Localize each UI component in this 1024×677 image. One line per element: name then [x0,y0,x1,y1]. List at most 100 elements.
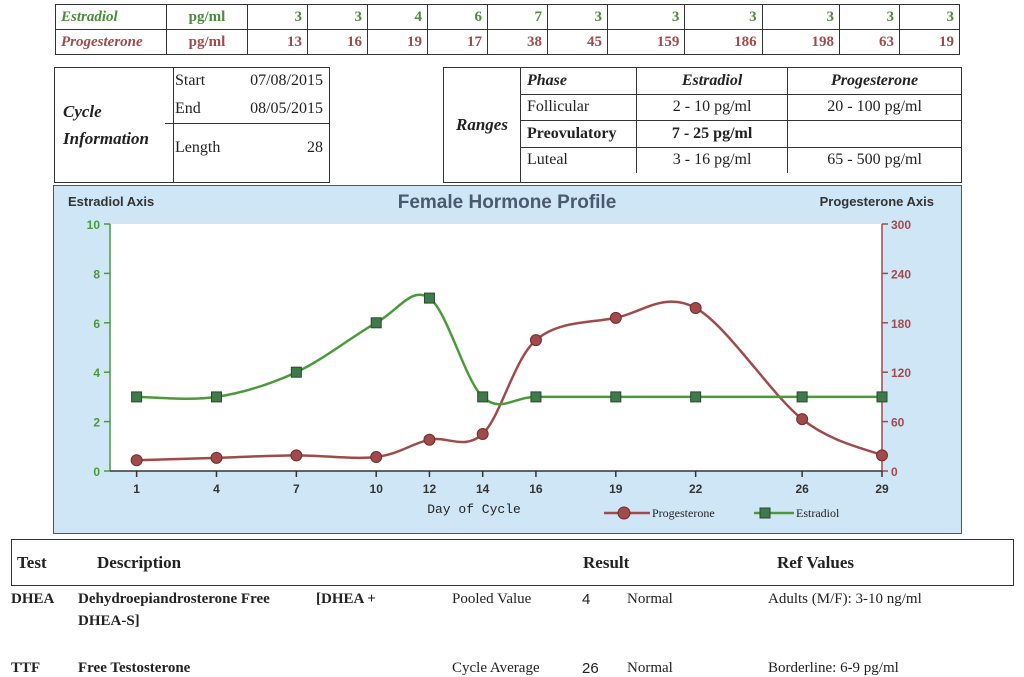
x-axis-label: Day of Cycle [427,502,521,517]
estradiol-range: 2 - 10 pg/ml [635,93,789,121]
test-result-value: 26 [582,660,599,677]
row-name: Progesterone [55,29,167,55]
value-cell: 3 [307,4,368,30]
phase-cell: Luteal [521,146,637,173]
estradiol-point [796,391,808,403]
test-header: Test [17,553,47,572]
x-tick-label: 22 [689,482,703,496]
right-tick-label: 0 [891,465,898,479]
cycle-end-row: End 08/05/2015 [175,100,323,118]
value-cell: 7 [487,4,548,30]
estradiol-point [876,391,888,403]
x-tick-label: 16 [529,482,543,496]
row-unit: pg/ml [166,4,248,30]
value-cell: 3 [547,4,608,30]
estradiol-point [423,292,435,304]
description-header: Description [97,553,182,572]
ranges-box: Ranges Phase Estradiol Progesterone Foll… [443,67,962,183]
left-tick-label: 8 [93,267,100,281]
legend: Progesterone Estradiol [604,506,840,520]
row-name: Estradiol [55,4,167,30]
estradiol-point [530,391,542,403]
progesterone-header: Progesterone [787,68,961,95]
value-cell: 3 [898,4,961,30]
x-tick-label: 12 [423,482,437,496]
right-tick-label: 60 [891,416,905,430]
x-tick-label: 7 [293,482,300,496]
chart-svg: Estradiol Axis Progesterone Axis Female … [68,192,934,520]
estradiol-point [610,391,622,403]
right-tick-label: 300 [891,218,911,232]
progesterone-range [787,120,961,148]
test-description: Free Testosterone [78,660,191,676]
end-value: 08/05/2015 [250,100,323,117]
estradiol-point [131,391,143,403]
row-unit: pg/ml [166,29,248,55]
x-tick-label: 4 [213,482,220,496]
value-cell: 19 [367,29,428,55]
estradiol-point [370,317,382,329]
value-cell: 17 [427,29,488,55]
value-cell: 198 [761,29,840,55]
x-tick-label: 19 [609,482,623,496]
progesterone-point [529,334,542,347]
estradiol-range: 7 - 25 pg/ml [635,120,789,148]
estradiol-header: Estradiol [635,68,789,95]
test-ref-values: Adults (M/F): 3-10 ng/ml [768,591,922,607]
test-status: Normal [627,660,673,676]
estradiol-point [690,391,702,403]
end-label: End [175,100,201,117]
test-status: Normal [627,591,673,607]
value-cell: 16 [307,29,368,55]
ranges-row: Preovulatory 7 - 25 pg/ml [521,120,961,148]
right-tick-label: 180 [891,317,911,331]
ranges-label: Ranges [444,68,521,182]
value-cell: 13 [247,29,308,55]
right-tick-label: 120 [891,366,911,380]
phase-cell: Follicular [521,93,637,121]
ranges-row: Follicular 2 - 10 pg/ml 20 - 100 pg/ml [521,93,961,121]
test-code: DHEA [11,591,55,607]
progesterone-point [796,413,809,426]
test-description-extra: [DHEA + [316,591,376,607]
progesterone-point [210,451,223,464]
test-ref-values: Borderline: 6-9 pg/ml [768,660,899,676]
estradiol-point [290,366,302,378]
hormone-chart: Estradiol Axis Progesterone Axis Female … [53,185,962,534]
test-description-line2: DHEA-S] [78,613,140,629]
cycle-information-title: Cycle Information [55,68,174,182]
value-cell: 3 [838,4,900,30]
value-cell: 3 [606,4,686,30]
divider [165,123,329,124]
cycle-length-row: Length 28 [175,139,323,157]
left-tick-label: 2 [93,416,100,430]
left-tick-label: 6 [93,317,100,331]
length-label: Length [175,139,221,156]
progesterone-point [423,433,436,446]
value-cell: 45 [547,29,608,55]
left-tick-label: 4 [93,366,100,380]
cycle-information-box: Cycle Information Start 07/08/2015 End 0… [54,67,330,183]
estradiol-point [477,391,489,403]
ranges-table: Phase Estradiol Progesterone Follicular … [521,68,961,173]
ranges-row: Luteal 3 - 16 pg/ml 65 - 500 pg/ml [521,146,961,173]
progesterone-point [130,454,143,467]
cycle-start-row: Start 07/08/2015 [175,72,323,90]
start-label: Start [175,72,206,89]
estradiol-point [210,391,222,403]
ref-values-header: Ref Values [777,553,854,572]
result-header: Result [583,553,630,572]
legend-estradiol-label: Estradiol [796,506,840,520]
value-cell: 3 [247,4,308,30]
progesterone-point [609,311,622,324]
progesterone-point [476,427,489,440]
progesterone-point [876,449,888,462]
value-cell: 159 [606,29,686,55]
cycle-title-line2: Information [63,129,149,148]
estradiol-range: 3 - 16 pg/ml [635,146,789,173]
value-cell: 38 [487,29,548,55]
left-tick-label: 0 [93,465,100,479]
ranges-header-row: Phase Estradiol Progesterone [521,68,961,95]
results-header: Test Description Result Ref Values [11,539,1014,586]
